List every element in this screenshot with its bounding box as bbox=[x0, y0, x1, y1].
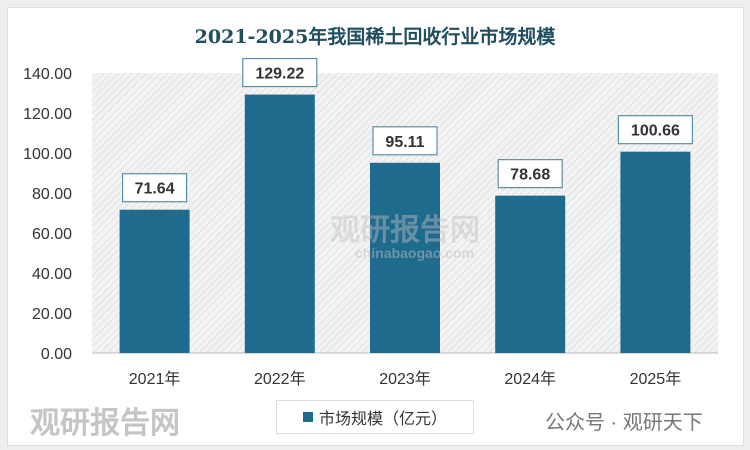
data-label-box bbox=[617, 115, 694, 145]
data-label: 78.68 bbox=[510, 167, 550, 184]
data-label: 95.11 bbox=[385, 134, 424, 151]
legend: 市场规模（亿元） bbox=[276, 400, 474, 434]
bar bbox=[620, 151, 691, 353]
watermark-logo: 观研报告网 bbox=[330, 214, 480, 247]
data-label: 100.66 bbox=[631, 123, 680, 140]
data-label: 71.64 bbox=[135, 181, 175, 198]
bar bbox=[244, 94, 315, 353]
data-label-box bbox=[497, 159, 563, 189]
watermark-url: chinabaogao.com bbox=[355, 245, 475, 261]
bar bbox=[495, 195, 566, 353]
y-tick-label: 40.00 bbox=[32, 266, 72, 283]
y-tick-label: 100.00 bbox=[23, 146, 72, 163]
bar bbox=[119, 209, 190, 353]
x-tick-label: 2022年 bbox=[254, 370, 306, 388]
y-tick-label: 0.00 bbox=[41, 346, 72, 363]
data-label: 129.22 bbox=[255, 66, 304, 83]
legend-label: 市场规模（亿元） bbox=[318, 411, 447, 428]
data-label-box bbox=[372, 126, 438, 156]
x-tick-label: 2021年 bbox=[129, 370, 181, 388]
x-tick-label: 2023年 bbox=[379, 370, 431, 388]
data-label-box bbox=[242, 57, 318, 88]
x-tick-label: 2024年 bbox=[504, 370, 556, 388]
bar bbox=[370, 162, 440, 353]
y-tick-label: 140.00 bbox=[23, 66, 72, 83]
corner-logo: 观研报告网 bbox=[30, 407, 180, 440]
y-tick-label: 120.00 bbox=[23, 106, 72, 123]
chart-title: 2021-2025年我国稀土回收行业市场规模 bbox=[194, 26, 556, 48]
x-tick-label: 2025年 bbox=[630, 370, 682, 388]
y-tick-label: 20.00 bbox=[32, 306, 72, 323]
y-tick-label: 80.00 bbox=[32, 186, 72, 203]
y-tick-label: 60.00 bbox=[32, 226, 72, 243]
data-label-box bbox=[121, 173, 188, 203]
legend-swatch bbox=[302, 412, 313, 422]
wechat-account: 公众号 · 观研天下 bbox=[545, 412, 703, 434]
